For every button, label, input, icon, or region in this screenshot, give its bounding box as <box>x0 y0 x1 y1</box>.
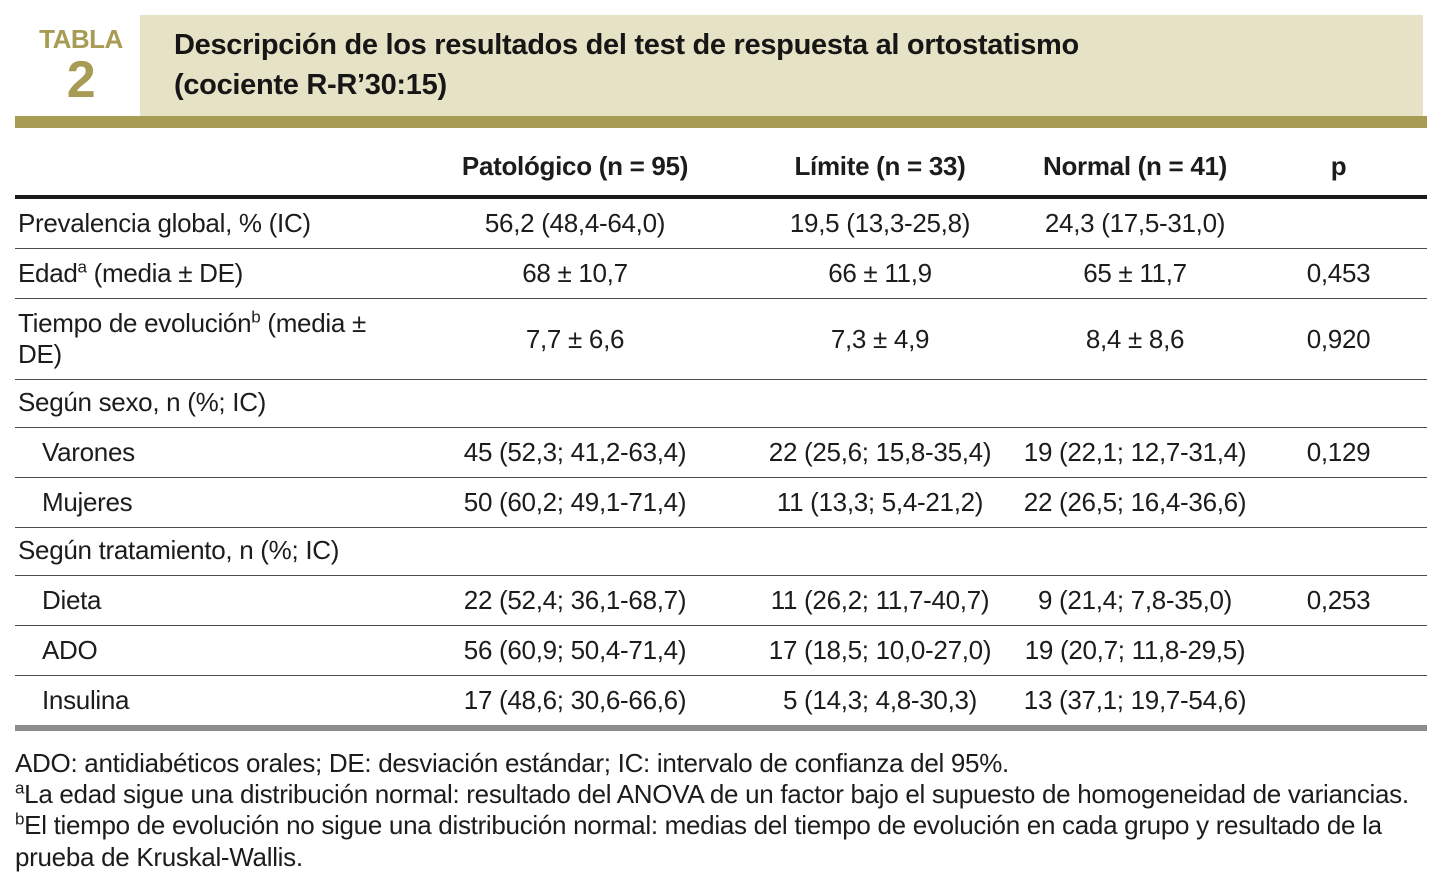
table-row-varones: Varones 45 (52,3; 41,2-63,4) 22 (25,6; 1… <box>15 427 1427 478</box>
group-label: Según tratamiento, n (%; IC) <box>15 527 1427 576</box>
cell-patologico: 7,7 ± 6,6 <box>410 298 740 380</box>
cell-normal: 24,3 (17,5-31,0) <box>1020 197 1250 249</box>
column-header-patologico: Patológico (n = 95) <box>410 141 740 199</box>
row-label: Edada (media ± DE) <box>15 248 410 299</box>
group-row-segun-sexo: Según sexo, n (%; IC) <box>15 379 1427 428</box>
footnote-marker-b: b <box>251 307 261 327</box>
cell-limite: 7,3 ± 4,9 <box>740 298 1020 380</box>
cell-normal: 13 (37,1; 19,7-54,6) <box>1020 675 1250 731</box>
column-header-normal: Normal (n = 41) <box>1020 141 1250 199</box>
header-divider-bar <box>15 116 1427 128</box>
column-header-limite: Límite (n = 33) <box>740 141 1020 199</box>
row-label-text: Edad <box>18 258 78 288</box>
cell-patologico: 17 (48,6; 30,6-66,6) <box>410 675 740 731</box>
footnote-b-marker: b <box>15 809 25 829</box>
row-label: Dieta <box>15 575 410 626</box>
table-row-tiempo-evolucion: Tiempo de evoluciónb (media ± DE) 7,7 ± … <box>15 298 1427 380</box>
cell-limite: 11 (26,2; 11,7-40,7) <box>740 575 1020 626</box>
table-title-band: Descripción de los resultados del test d… <box>140 15 1423 116</box>
row-label: Varones <box>15 427 410 478</box>
row-label-rest: (media ± DE) <box>18 308 366 369</box>
cell-patologico: 56,2 (48,4-64,0) <box>410 197 740 249</box>
cell-limite: 5 (14,3; 4,8-30,3) <box>740 675 1020 731</box>
cell-normal: 22 (26,5; 16,4-36,6) <box>1020 477 1250 528</box>
cell-p <box>1250 675 1427 731</box>
table-row-dieta: Dieta 22 (52,4; 36,1-68,7) 11 (26,2; 11,… <box>15 575 1427 626</box>
cell-p <box>1250 477 1427 528</box>
row-label: Insulina <box>15 675 410 731</box>
cell-normal: 19 (20,7; 11,8-29,5) <box>1020 625 1250 676</box>
table-row-prevalencia: Prevalencia global, % (IC) 56,2 (48,4-64… <box>15 197 1427 249</box>
row-label: Prevalencia global, % (IC) <box>15 197 410 249</box>
table-row-mujeres: Mujeres 50 (60,2; 49,1-71,4) 11 (13,3; 5… <box>15 477 1427 528</box>
row-label-text: Tiempo de evolución <box>18 308 252 338</box>
table-title-line1: Descripción de los resultados del test d… <box>174 29 1079 62</box>
cell-normal: 65 ± 11,7 <box>1020 248 1250 299</box>
footnote-b: bEl tiempo de evolución no sigue una dis… <box>15 810 1427 872</box>
table-number-badge: TABLA 2 <box>22 18 140 114</box>
cell-patologico: 50 (60,2; 49,1-71,4) <box>410 477 740 528</box>
footnote-a: aLa edad sigue una distribución normal: … <box>15 779 1427 810</box>
cell-patologico: 22 (52,4; 36,1-68,7) <box>410 575 740 626</box>
group-label: Según sexo, n (%; IC) <box>15 379 1427 428</box>
row-label: ADO <box>15 625 410 676</box>
table-row-ado: ADO 56 (60,9; 50,4-71,4) 17 (18,5; 10,0-… <box>15 625 1427 676</box>
table-row-insulina: Insulina 17 (48,6; 30,6-66,6) 5 (14,3; 4… <box>15 675 1427 731</box>
cell-limite: 19,5 (13,3-25,8) <box>740 197 1020 249</box>
group-row-segun-tratamiento: Según tratamiento, n (%; IC) <box>15 527 1427 576</box>
cell-limite: 22 (25,6; 15,8-35,4) <box>740 427 1020 478</box>
cell-normal: 19 (22,1; 12,7-31,4) <box>1020 427 1250 478</box>
column-header-p: p <box>1250 141 1427 199</box>
footnote-b-text: El tiempo de evolución no sigue una dist… <box>15 810 1382 872</box>
footnote-a-marker: a <box>15 778 25 798</box>
badge-number: 2 <box>66 51 96 109</box>
cell-patologico: 45 (52,3; 41,2-63,4) <box>410 427 740 478</box>
cell-patologico: 68 ± 10,7 <box>410 248 740 299</box>
footnote-a-text: La edad sigue una distribución normal: r… <box>24 779 1409 810</box>
cell-normal: 9 (21,4; 7,8-35,0) <box>1020 575 1250 626</box>
column-header-row: Patológico (n = 95) Límite (n = 33) Norm… <box>15 141 1427 199</box>
table-footnotes: ADO: antidiabéticos orales; DE: desviaci… <box>15 748 1427 873</box>
cell-p: 0,920 <box>1250 298 1427 380</box>
badge-word: TABLA <box>39 24 123 54</box>
column-header-empty <box>15 141 410 199</box>
table-header: TABLA 2 Descripción de los resultados de… <box>0 0 1437 128</box>
cell-p <box>1250 625 1427 676</box>
cell-p <box>1250 197 1427 249</box>
cell-limite: 11 (13,3; 5,4-21,2) <box>740 477 1020 528</box>
table-title-line2: (cociente R-R’30:15) <box>174 68 447 101</box>
cell-p: 0,253 <box>1250 575 1427 626</box>
results-table: Patológico (n = 95) Límite (n = 33) Norm… <box>15 141 1427 731</box>
row-label: Mujeres <box>15 477 410 528</box>
cell-p: 0,453 <box>1250 248 1427 299</box>
cell-limite: 66 ± 11,9 <box>740 248 1020 299</box>
cell-p: 0,129 <box>1250 427 1427 478</box>
cell-patologico: 56 (60,9; 50,4-71,4) <box>410 625 740 676</box>
cell-normal: 8,4 ± 8,6 <box>1020 298 1250 380</box>
footnote-abbreviations: ADO: antidiabéticos orales; DE: desviaci… <box>15 748 1009 778</box>
row-label: Tiempo de evoluciónb (media ± DE) <box>15 298 410 380</box>
row-label-rest: (media ± DE) <box>86 258 244 288</box>
cell-limite: 17 (18,5; 10,0-27,0) <box>740 625 1020 676</box>
footnote-marker-a: a <box>77 257 87 277</box>
table-row-edad: Edada (media ± DE) 68 ± 10,7 66 ± 11,9 6… <box>15 248 1427 299</box>
